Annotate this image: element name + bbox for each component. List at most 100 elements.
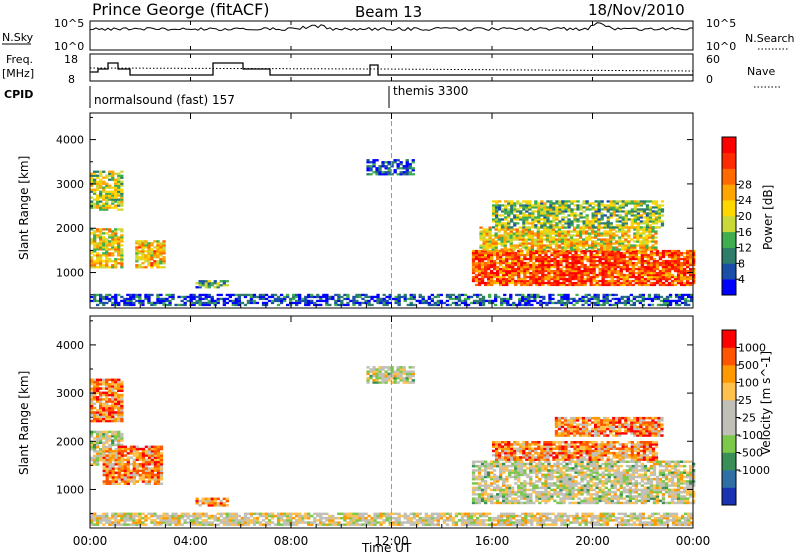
power-cell-r8 xyxy=(240,293,245,297)
power-cell-r1 xyxy=(90,180,94,183)
power-cell-r7 xyxy=(585,214,589,217)
velocity-cell-r5 xyxy=(580,484,584,487)
power-cell-r5 xyxy=(616,259,620,263)
power-cell-r5 xyxy=(616,255,620,259)
power-cell-r7 xyxy=(651,226,656,229)
power-cell-r5 xyxy=(535,277,539,281)
velocity-cell-r2 xyxy=(126,447,130,451)
power-cell-r6 xyxy=(560,234,565,237)
power-cell-r8 xyxy=(159,297,163,301)
velocity-cell-r5 xyxy=(577,501,581,505)
power-cell-r5 xyxy=(508,253,512,257)
power-cell-r2 xyxy=(153,252,157,255)
power-cell-r7 xyxy=(522,214,526,217)
power-cell-r5 xyxy=(493,261,497,265)
power-cell-r5 xyxy=(646,269,651,273)
power-cell-r8 xyxy=(249,295,254,299)
power-cell-r8 xyxy=(108,299,112,303)
power-cell-r5 xyxy=(616,249,620,253)
velocity-cell-r4 xyxy=(369,374,373,378)
power-cell-r7 xyxy=(633,200,637,203)
power-cell-r5 xyxy=(526,265,530,269)
velocity-cell-r5 xyxy=(586,490,590,494)
power-cell-r8 xyxy=(213,301,217,305)
power-cell-r7 xyxy=(648,218,653,221)
power-cell-r8 xyxy=(687,293,691,297)
power-cell-r6 xyxy=(633,240,637,243)
power-cell-r0 xyxy=(117,254,121,257)
velocity-cell-r5 xyxy=(538,486,542,490)
velocity-cell-r5 xyxy=(535,480,539,483)
power-cell-r5 xyxy=(686,249,690,253)
power-cell-r0 xyxy=(99,264,103,267)
velocity-cell-r4 xyxy=(402,370,406,373)
velocity-cell-r5 xyxy=(499,469,503,472)
power-cell-r5 xyxy=(580,271,584,275)
velocity-cell-r0 xyxy=(102,437,106,440)
power-cell-r8 xyxy=(641,303,645,307)
power-cell-r5 xyxy=(535,283,539,287)
velocity-cell-r5 xyxy=(484,486,488,490)
power-cell-r8 xyxy=(237,301,241,305)
power-cell-r6 xyxy=(560,236,565,239)
power-cell-r5 xyxy=(580,283,584,287)
velocity-cell-r5 xyxy=(574,488,578,492)
power-cell-r5 xyxy=(523,281,527,285)
velocity-cell-r2 xyxy=(129,456,133,459)
power-cell-r8 xyxy=(189,295,193,299)
power-cell-r5 xyxy=(592,279,596,283)
power-cell-r5 xyxy=(556,263,560,267)
power-cell-r7 xyxy=(636,226,640,229)
power-cell-r1 xyxy=(111,194,115,197)
velocity-cell-r5 xyxy=(556,490,560,494)
velocity-cell-r5 xyxy=(471,493,476,496)
power-cell-r7 xyxy=(648,216,653,219)
velocity-cell-r0 xyxy=(96,461,100,464)
power-cell-r6 xyxy=(578,230,583,233)
velocity-cell-r2 xyxy=(105,463,109,466)
power-ytick-label: 3000 xyxy=(56,178,84,191)
velocity-cell-r4 xyxy=(372,370,376,373)
power-cell-r7 xyxy=(645,200,650,203)
power-cell-r8 xyxy=(189,301,193,305)
power-cell-r6 xyxy=(539,234,543,237)
velocity-cell-r5 xyxy=(496,497,500,500)
power-cell-r4 xyxy=(378,167,382,170)
power-cell-r5 xyxy=(541,273,545,277)
velocity-cell-r5 xyxy=(562,460,566,463)
power-cell-r5 xyxy=(649,263,654,267)
power-cell-r7 xyxy=(630,212,634,215)
power-cell-r8 xyxy=(325,293,329,297)
power-cell-r5 xyxy=(553,277,557,281)
velocity-cell-r2 xyxy=(132,449,136,453)
velocity-cell-r5 xyxy=(583,488,587,492)
power-cell-r6 xyxy=(494,228,498,231)
velocity-cell-r4 xyxy=(411,372,415,376)
power-cell-r5 xyxy=(683,259,687,263)
power-cell-r7 xyxy=(615,210,619,213)
power-cell-r5 xyxy=(544,263,548,267)
velocity-cell-r5 xyxy=(505,497,509,500)
power-cell-r6 xyxy=(485,240,489,243)
freq-frame xyxy=(89,53,694,82)
power-cell-r8 xyxy=(521,295,525,299)
power-cell-r7 xyxy=(597,206,601,209)
power-cell-r5 xyxy=(577,279,581,283)
power-cell-r6 xyxy=(621,230,625,233)
velocity-cell-r1 xyxy=(108,383,112,386)
power-cell-r5 xyxy=(628,261,632,265)
velocity-cell-r5 xyxy=(541,464,545,468)
power-cell-r7 xyxy=(621,220,625,223)
power-cell-r5 xyxy=(529,257,533,261)
power-cell-r5 xyxy=(619,269,623,273)
power-cell-r6 xyxy=(621,236,625,239)
power-cell-r7 xyxy=(495,210,499,213)
velocity-cell-r5 xyxy=(514,493,518,496)
power-cell-r8 xyxy=(207,299,211,303)
power-cell-r8 xyxy=(340,303,344,307)
power-cell-r8 xyxy=(656,293,661,297)
power-cell-r7 xyxy=(627,218,631,221)
power-cell-r8 xyxy=(316,303,320,307)
power-cell-r5 xyxy=(670,267,675,271)
